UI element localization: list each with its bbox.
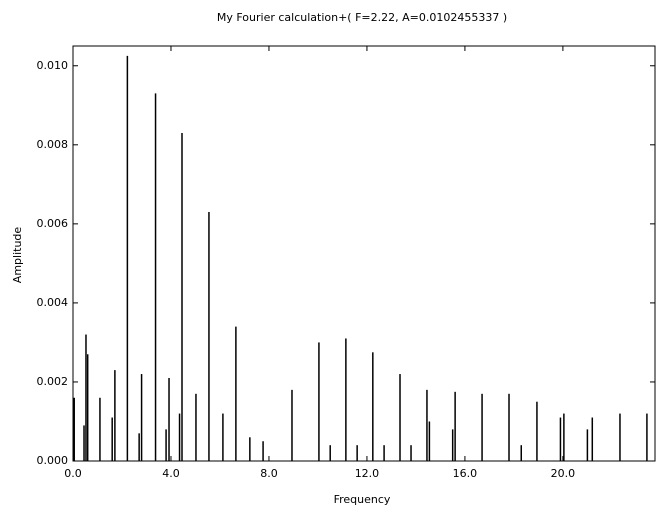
x-tick-label: 8.0 [260,467,278,480]
x-tick-label: 4.0 [162,467,180,480]
y-tick-label: 0.008 [37,138,69,151]
x-tick-label: 20.0 [551,467,576,480]
y-tick-label: 0.004 [37,296,69,309]
y-tick-label: 0.002 [37,375,69,388]
y-tick-label: 0.010 [37,59,69,72]
y-tick-label: 0.000 [37,454,69,467]
x-tick-label: 16.0 [453,467,478,480]
y-axis-label: Amplitude [11,227,24,284]
chart-title: My Fourier calculation+( F=2.22, A=0.010… [217,11,507,24]
plot-frame [72,45,656,462]
x-axis-label: Frequency [334,493,391,506]
x-tick-label: 0.0 [64,467,82,480]
x-tick-label: 12.0 [355,467,380,480]
y-tick-label: 0.006 [37,217,69,230]
